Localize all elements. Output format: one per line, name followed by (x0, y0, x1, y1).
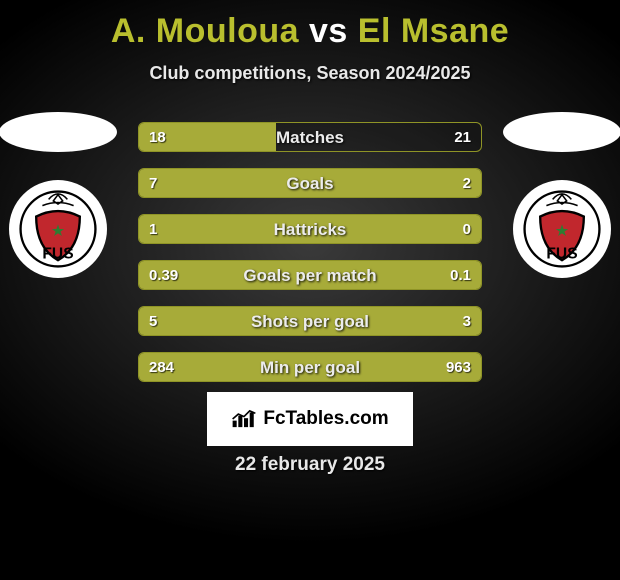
stat-value-right: 21 (454, 123, 471, 152)
stat-value-right: 0.1 (450, 261, 471, 290)
stat-fill-left (139, 169, 481, 197)
stat-row: 10Hattricks (138, 214, 482, 244)
stat-fill-left (139, 261, 481, 289)
svg-text:FUS: FUS (42, 246, 73, 263)
brand-badge: FcTables.com (207, 392, 413, 446)
vs-text: vs (309, 12, 348, 50)
svg-text:FUS: FUS (546, 246, 577, 263)
player2-club-badge: FUS (513, 180, 611, 278)
subtitle: Club competitions, Season 2024/2025 (0, 63, 620, 84)
stat-value-left: 284 (149, 353, 174, 382)
stat-value-right: 0 (463, 215, 471, 244)
stat-row: 0.390.1Goals per match (138, 260, 482, 290)
player2-name: El Msane (358, 12, 509, 50)
brand-text: FcTables.com (263, 408, 388, 430)
page-title: A. Mouloua vs El Msane (0, 0, 620, 51)
comparison-date: 22 february 2025 (0, 454, 620, 476)
stat-value-left: 0.39 (149, 261, 178, 290)
avatar-head-icon (0, 112, 117, 152)
stat-row: 284963Min per goal (138, 352, 482, 382)
stat-value-left: 1 (149, 215, 157, 244)
stat-row: 53Shots per goal (138, 306, 482, 336)
stat-row: 72Goals (138, 168, 482, 198)
stat-fill-right (139, 353, 481, 381)
player2-avatar: FUS (502, 112, 620, 292)
stat-fill-right (139, 307, 481, 335)
stats-container: 1821Matches72Goals10Hattricks0.390.1Goal… (138, 122, 482, 398)
club-crest-icon: FUS (523, 190, 601, 268)
stat-value-left: 5 (149, 307, 157, 336)
stat-value-right: 2 (463, 169, 471, 198)
avatar-head-icon (503, 112, 620, 152)
stat-value-right: 3 (463, 307, 471, 336)
player1-name: A. Mouloua (111, 12, 299, 50)
stat-value-left: 18 (149, 123, 166, 152)
player1-club-badge: FUS (9, 180, 107, 278)
stat-value-right: 963 (446, 353, 471, 382)
club-crest-icon: FUS (19, 190, 97, 268)
player1-avatar: FUS (0, 112, 118, 292)
brand-chart-icon (231, 409, 257, 429)
stat-fill-left (139, 215, 481, 243)
stat-row: 1821Matches (138, 122, 482, 152)
stat-value-left: 7 (149, 169, 157, 198)
